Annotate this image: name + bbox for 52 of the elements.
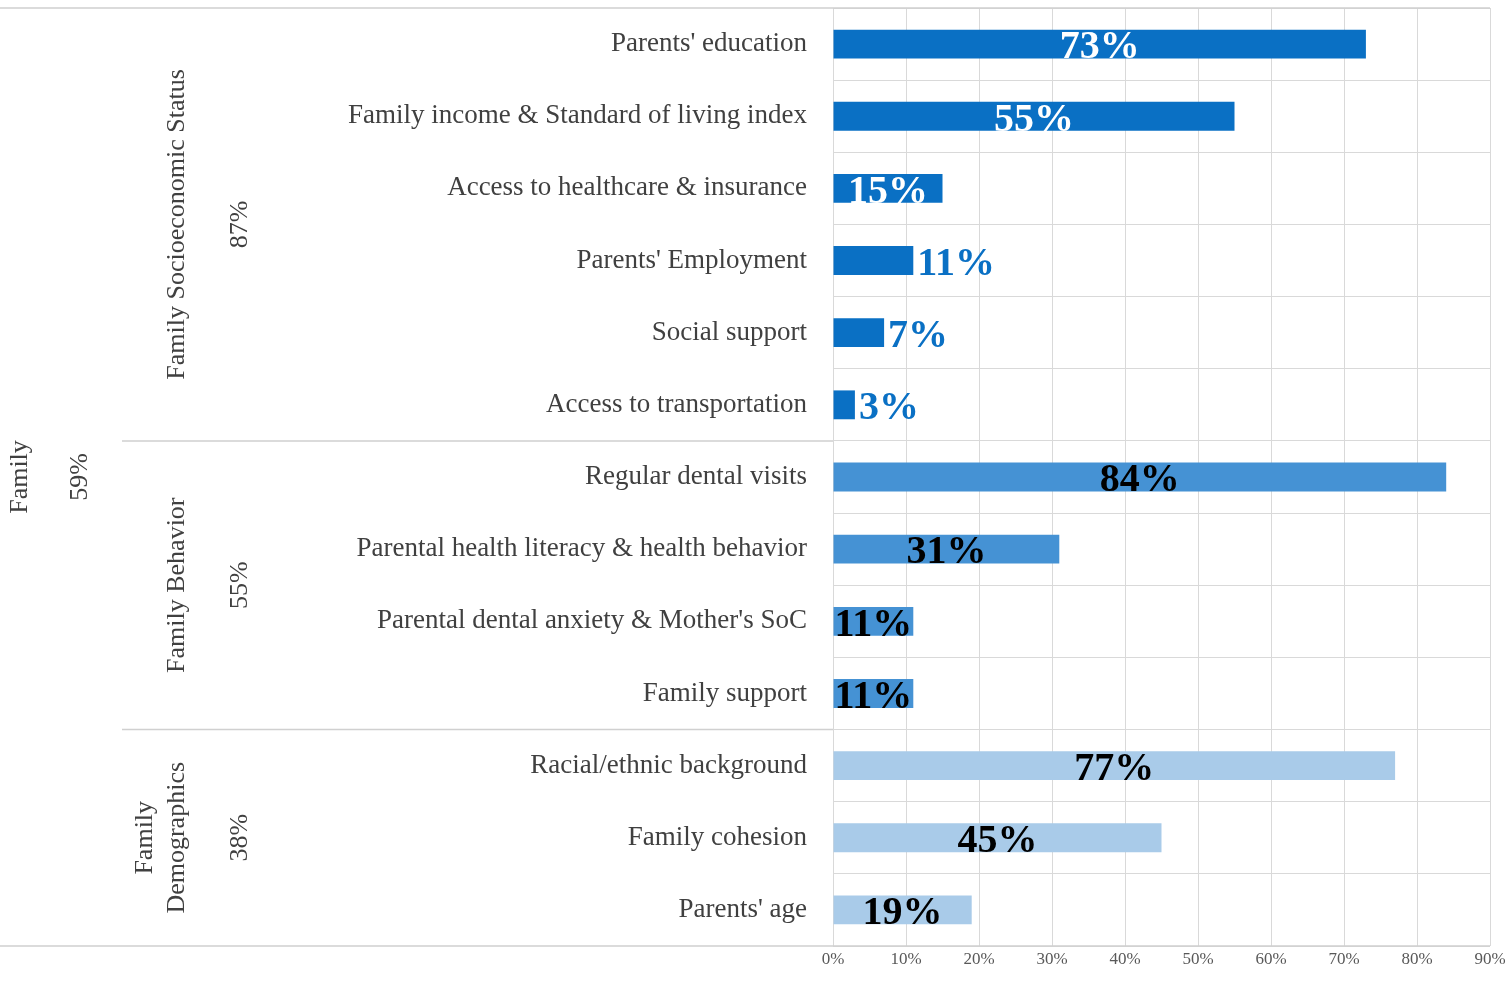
bar bbox=[833, 462, 1447, 492]
text: Family Demographics bbox=[128, 761, 190, 914]
x-tick-label: 80% bbox=[1401, 948, 1433, 968]
bar bbox=[833, 751, 1396, 781]
data-label: 15% bbox=[848, 166, 928, 212]
bar bbox=[833, 246, 914, 275]
data-label: 45% bbox=[957, 816, 1038, 862]
text: Family Socioeconomic Status bbox=[160, 69, 190, 380]
data-label: 73% bbox=[1059, 22, 1140, 68]
y-tick-label: Family income & Standard of living index bbox=[348, 99, 808, 130]
text: Family bbox=[3, 440, 33, 514]
y-tick-label: Access to healthcare & insurance bbox=[447, 171, 808, 202]
y-tick-label: Parents' Employment bbox=[576, 243, 808, 274]
data-label: 11% bbox=[834, 599, 913, 645]
text: 55% bbox=[223, 561, 253, 610]
x-tick-label: 40% bbox=[1109, 948, 1141, 968]
data-label: 77% bbox=[1074, 743, 1155, 789]
data-label: 11% bbox=[834, 671, 913, 717]
data-label: 19% bbox=[862, 888, 943, 934]
bar bbox=[833, 318, 885, 348]
bar bbox=[833, 823, 1162, 853]
y-tick-label: Social support bbox=[651, 315, 808, 346]
x-tick-label: 70% bbox=[1328, 948, 1360, 968]
data-label: 31% bbox=[906, 527, 987, 573]
x-tick-label: 90% bbox=[1474, 948, 1506, 968]
y-tick-label: Parental health literacy & health behavior bbox=[356, 532, 808, 563]
x-tick-label: 20% bbox=[963, 948, 995, 968]
y-tick-label: Regular dental visits bbox=[585, 460, 807, 491]
bar bbox=[833, 29, 1366, 59]
y-tick-label: Racial/ethnic background bbox=[530, 748, 808, 779]
x-tick-label: 0% bbox=[821, 948, 845, 968]
bar bbox=[833, 101, 1235, 131]
x-tick-label: 10% bbox=[890, 948, 922, 968]
x-tick-label: 30% bbox=[1036, 948, 1068, 968]
x-tick-label: 50% bbox=[1182, 948, 1214, 968]
data-label: 7% bbox=[888, 311, 949, 357]
text: 87% bbox=[223, 200, 253, 249]
text: Family Behavior bbox=[160, 497, 190, 673]
y-tick-label: Parents' education bbox=[610, 27, 808, 58]
text: 59% bbox=[63, 453, 93, 501]
x-tick-label: 60% bbox=[1255, 948, 1287, 968]
text: 38% bbox=[223, 813, 253, 862]
y-tick-label: Parents' age bbox=[678, 893, 807, 924]
data-label: 55% bbox=[994, 94, 1074, 140]
data-label: 84% bbox=[1099, 455, 1180, 501]
y-tick-label: Parental dental anxiety & Mother's SoC bbox=[376, 604, 807, 635]
data-label: 3% bbox=[858, 383, 919, 429]
y-tick-label: Family cohesion bbox=[627, 820, 808, 851]
data-label: 11% bbox=[917, 238, 996, 284]
y-tick-label: Access to transportation bbox=[546, 387, 808, 418]
bar bbox=[833, 390, 855, 420]
y-tick-label: Family support bbox=[642, 676, 808, 707]
